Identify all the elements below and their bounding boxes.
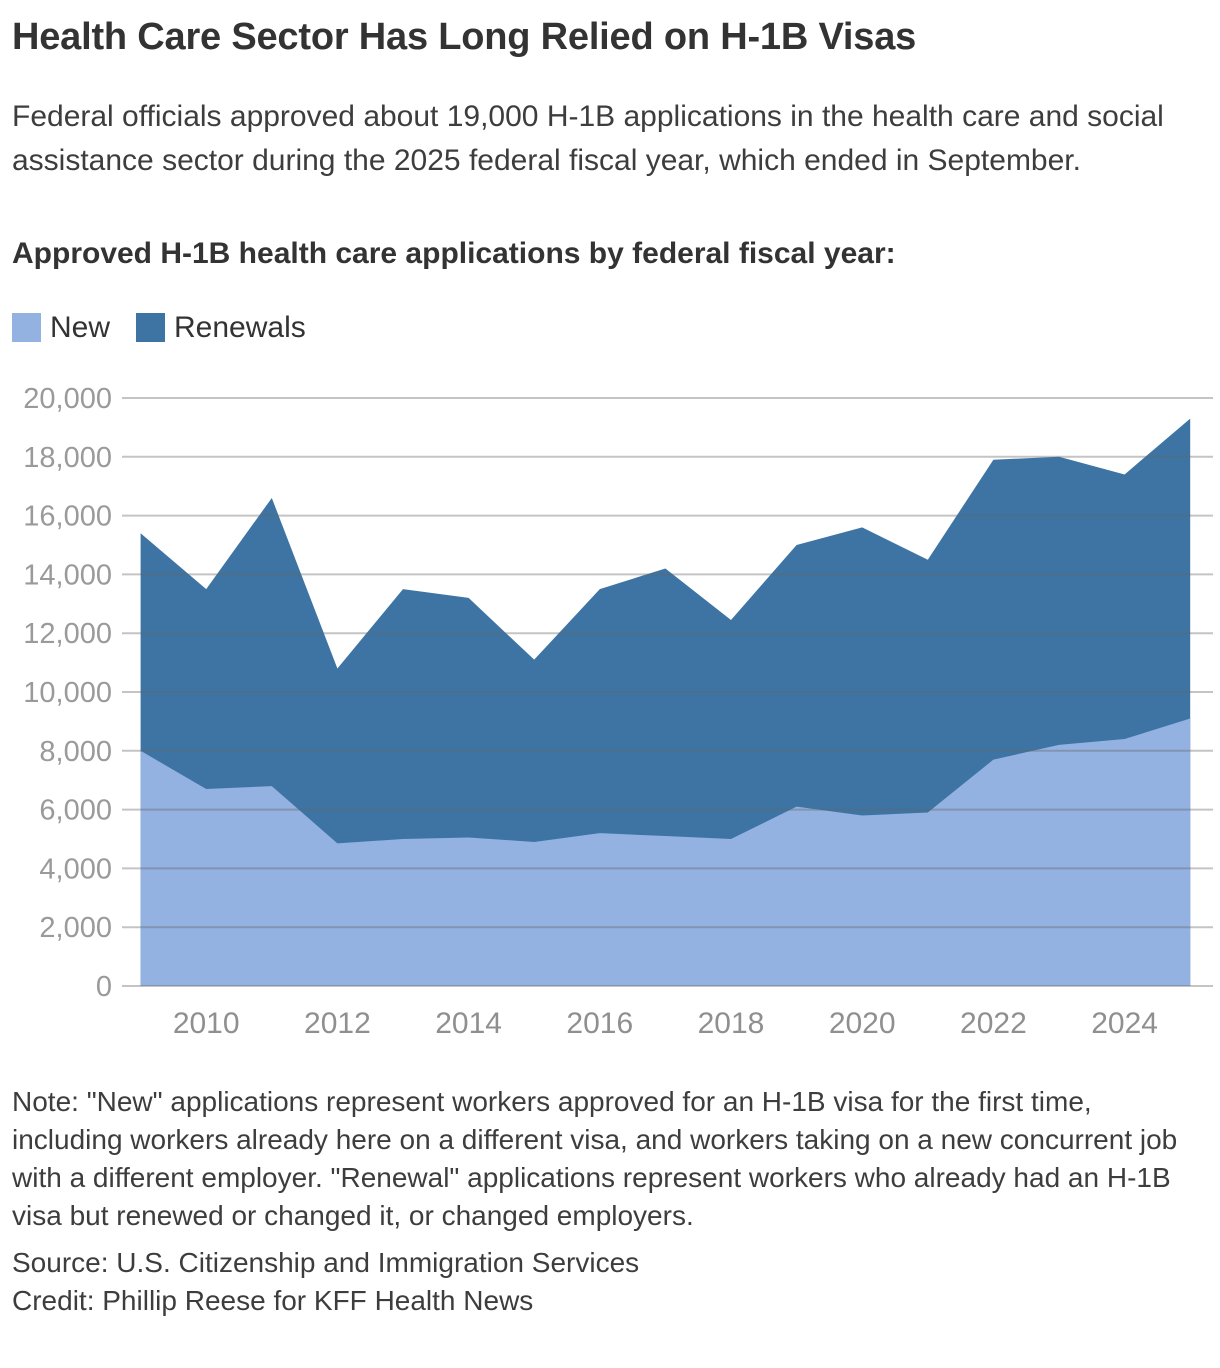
y-tick-label-2000: 2,000 [39, 912, 112, 944]
y-tick-label-0: 0 [96, 971, 112, 1003]
y-tick-label-10000: 10,000 [23, 677, 112, 709]
x-axis-labels: 2010 2012 2014 2016 2018 2020 2022 2024 [173, 1007, 1158, 1040]
y-tick-label-4000: 4,000 [39, 853, 112, 885]
y-tick-label-16000: 16,000 [23, 500, 112, 532]
y-tick-label-8000: 8,000 [39, 735, 112, 767]
legend-label-new: New [50, 310, 111, 344]
x-tick-label-2014: 2014 [435, 1007, 502, 1040]
legend-item-renewals: Renewals [136, 311, 306, 345]
stacked-area-chart: 0 2,000 4,000 6,000 8,000 10,000 12,000 14,000 1… [23, 383, 1213, 1040]
y-tick-label-12000: 12,000 [23, 618, 112, 650]
footer-credit: Credit: Phillip Reese for KFF Health New… [12, 1284, 534, 1316]
chart-subtitle: Federal officials approved about 19,000 … [12, 99, 1164, 177]
x-tick-label-2018: 2018 [698, 1007, 765, 1040]
chart-heading: Approved H-1B health care applications b… [12, 236, 896, 270]
chart-footer: Note: "New" applications represent worke… [12, 1083, 1200, 1320]
footer-source: Source: U.S. Citizenship and Immigration… [12, 1246, 640, 1278]
legend-swatch-new [12, 313, 41, 343]
x-tick-label-2012: 2012 [304, 1007, 371, 1040]
x-tick-label-2020: 2020 [829, 1007, 896, 1040]
y-axis-labels: 0 2,000 4,000 6,000 8,000 10,000 12,000 14,000 1… [23, 383, 112, 1003]
chart-gridlines [122, 396, 1213, 987]
area-new [140, 718, 1191, 986]
y-tick-label-14000: 14,000 [23, 559, 112, 591]
chart-legend: New Renewals [12, 311, 1220, 345]
x-tick-label-2010: 2010 [173, 1007, 240, 1040]
y-tick-label-20000: 20,000 [23, 383, 112, 415]
legend-label-renewals: Renewals [174, 310, 306, 344]
y-tick-label-6000: 6,000 [39, 794, 112, 826]
legend-swatch-renewals [136, 313, 166, 343]
x-tick-label-2024: 2024 [1091, 1007, 1158, 1040]
page-title: Health Care Sector Has Long Relied on H-… [12, 16, 917, 58]
y-tick-label-18000: 18,000 [23, 441, 112, 473]
x-tick-label-2022: 2022 [960, 1007, 1027, 1040]
legend-item-new: New [12, 311, 110, 345]
chart-areas [140, 418, 1191, 986]
x-tick-label-2016: 2016 [566, 1007, 633, 1040]
footer-note: Note: "New" applications represent worke… [12, 1085, 1178, 1231]
